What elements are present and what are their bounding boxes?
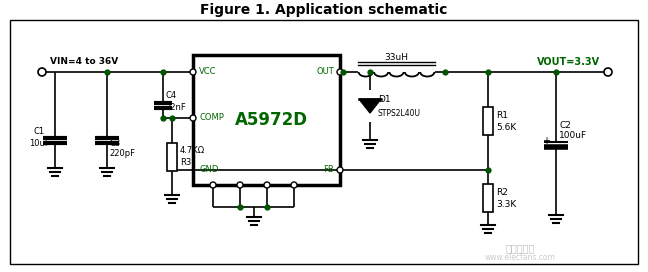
Circle shape <box>210 182 216 188</box>
Text: FB: FB <box>323 165 334 175</box>
Text: VCC: VCC <box>199 67 216 76</box>
Text: C1: C1 <box>34 128 45 137</box>
Text: STPS2L40U: STPS2L40U <box>378 109 421 118</box>
Circle shape <box>604 68 612 76</box>
Text: 电子发烧网: 电子发烧网 <box>505 243 535 253</box>
Circle shape <box>264 182 270 188</box>
Text: D1: D1 <box>378 95 391 104</box>
Text: A5972D: A5972D <box>235 111 308 129</box>
Text: C2: C2 <box>559 121 571 130</box>
Text: Figure 1. Application schematic: Figure 1. Application schematic <box>200 3 448 17</box>
Text: C3: C3 <box>109 140 121 149</box>
Text: +: + <box>542 137 550 147</box>
Bar <box>167 143 177 171</box>
Bar <box>193 55 340 185</box>
Circle shape <box>190 115 196 121</box>
Circle shape <box>190 69 196 75</box>
Bar <box>483 184 493 212</box>
Polygon shape <box>359 99 381 113</box>
Text: OUT: OUT <box>316 67 334 76</box>
Circle shape <box>291 182 297 188</box>
Text: COMP: COMP <box>199 113 224 122</box>
Text: 3.3K: 3.3K <box>496 200 516 209</box>
Text: R2: R2 <box>496 188 508 197</box>
Text: 5.6K: 5.6K <box>496 123 516 132</box>
Text: 10uF: 10uF <box>29 140 49 149</box>
Bar <box>10 20 638 264</box>
Text: 4.7KΩ: 4.7KΩ <box>180 146 205 155</box>
Text: 220pF: 220pF <box>109 150 135 159</box>
Text: 100uF: 100uF <box>559 131 587 140</box>
Circle shape <box>337 69 343 75</box>
Bar <box>483 107 493 135</box>
Circle shape <box>38 68 46 76</box>
Text: 22nF: 22nF <box>165 103 186 112</box>
Text: VIN=4 to 36V: VIN=4 to 36V <box>50 57 118 66</box>
Text: www.elecfans.com: www.elecfans.com <box>485 254 555 262</box>
Circle shape <box>337 167 343 173</box>
Circle shape <box>237 182 243 188</box>
Text: R1: R1 <box>496 112 508 120</box>
Text: R3: R3 <box>180 158 191 167</box>
Text: C4: C4 <box>165 91 176 100</box>
Text: VOUT=3.3V: VOUT=3.3V <box>537 57 600 67</box>
Text: GND: GND <box>199 165 218 175</box>
Text: 33uH: 33uH <box>384 52 408 61</box>
